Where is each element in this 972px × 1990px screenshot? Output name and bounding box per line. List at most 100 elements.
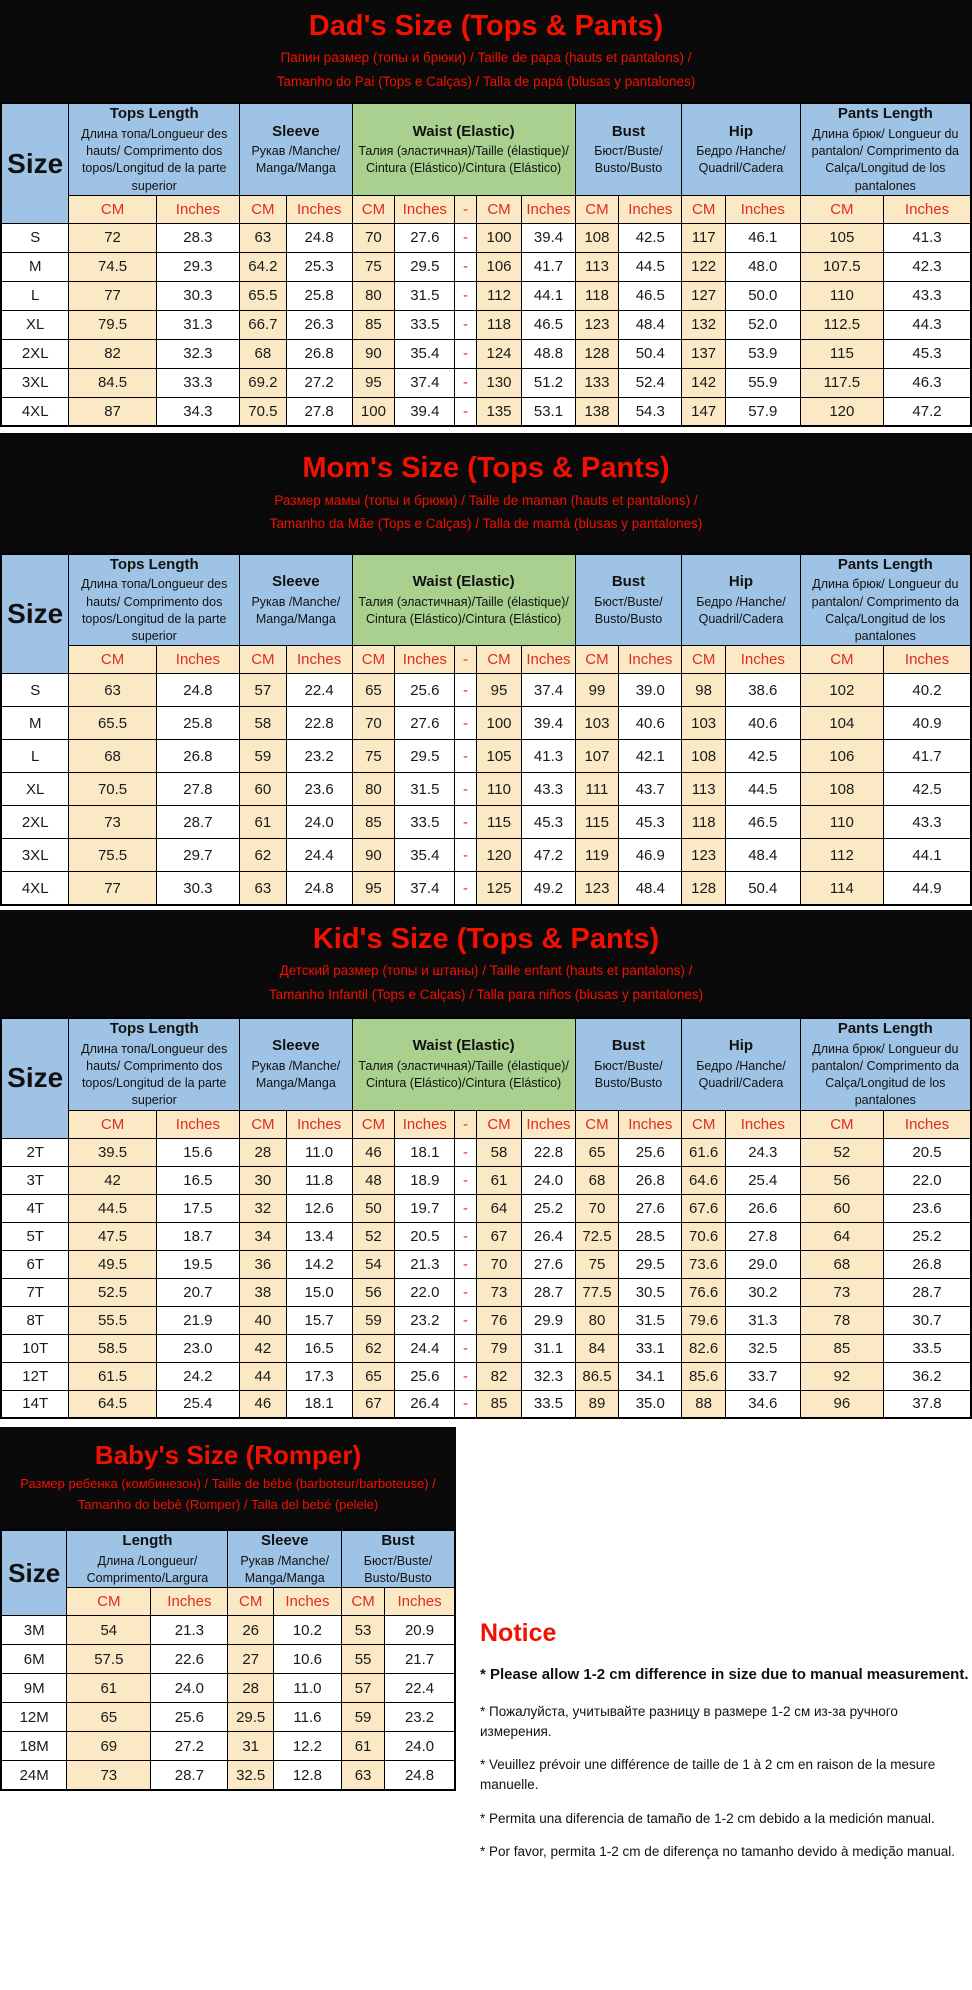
value-cell: 39.0	[618, 673, 683, 708]
value-cell: 61.6	[681, 1137, 726, 1167]
value-cell: 30.2	[724, 1277, 801, 1307]
value-cell: 95	[475, 673, 523, 708]
table-row: 24M 73 28.7 32.5 12.8 63 24.8	[0, 1760, 456, 1791]
value-cell: 69	[66, 1731, 152, 1762]
value-cell: 34.6	[724, 1389, 801, 1419]
value-cell: 41.3	[883, 222, 972, 253]
table-row: 4XL 77 30.3 63 24.8 95 37.4-125 49.2 123 48.4 128 5…	[0, 871, 972, 906]
unit-header-inches: Inches	[155, 645, 241, 675]
unit-header-cm: CM	[351, 645, 396, 675]
value-cell: 54	[66, 1615, 152, 1646]
unit-header-inches: Inches	[155, 194, 241, 224]
value-cell: 31.5	[394, 772, 456, 807]
value-cell: 11.0	[285, 1137, 353, 1167]
value-cell: 75.5	[68, 838, 157, 873]
size-cell: 3XL	[0, 838, 70, 873]
value-cell: 115	[574, 805, 620, 840]
value-cell: 39.4	[394, 396, 456, 427]
value-cell: 45.3	[521, 805, 576, 840]
size-cell: S	[0, 222, 70, 253]
value-cell: 44	[239, 1361, 287, 1391]
value-cell: 28	[227, 1673, 274, 1704]
kid-size-section: Kid's Size (Tops & Pants) Детский размер…	[0, 909, 972, 1420]
value-cell: 28.7	[883, 1277, 972, 1307]
value-cell: 42.5	[883, 772, 972, 807]
column-header-sleeve: Sleeve Рукав /Manche/ Manga/Manga	[239, 553, 353, 647]
table-row: L 68 26.8 59 23.2 75 29.5-105 41.3 107 42.1 108 42.…	[0, 739, 972, 774]
value-cell: 74.5	[68, 251, 157, 282]
value-cell: 68	[239, 338, 287, 369]
value-cell: -	[454, 871, 477, 906]
table-row: S 72 28.3 63 24.8 70 27.6-100 39.4 108 42.5 117 46.…	[0, 222, 972, 253]
table-row: 3M 54 21.3 26 10.2 53 20.9	[0, 1615, 456, 1646]
value-cell: 133	[574, 367, 620, 398]
notice-item: * Veuillez prévoir une différence de tai…	[480, 1757, 936, 1793]
value-cell: 110	[799, 805, 885, 840]
value-cell: 32.3	[155, 338, 241, 369]
unit-header-cm: CM	[475, 1109, 523, 1139]
value-cell: 123	[574, 871, 620, 906]
value-cell: 61.5	[68, 1361, 157, 1391]
value-cell: 123	[681, 838, 726, 873]
value-cell: 61	[340, 1731, 386, 1762]
size-table: Size Tops Length Длина топа/Longueur des h…	[0, 552, 972, 906]
value-cell: 40	[239, 1305, 287, 1335]
table-row: 12T 61.5 24.2 44 17.3 65 25.6-82 32.3 86.5 34.1 85…	[0, 1361, 972, 1391]
size-cell: 3T	[0, 1165, 70, 1195]
mom-section-header: Mom's Size (Tops & Pants) Размер мамы (т…	[0, 433, 972, 553]
value-cell: 29.9	[521, 1305, 576, 1335]
column-header-hip: Hip Бедро /Hanche/ Quadril/Cadera	[681, 1017, 801, 1111]
value-cell: 75	[351, 739, 396, 774]
value-cell: 31	[227, 1731, 274, 1762]
value-cell: 100	[475, 222, 523, 253]
value-cell: 72	[68, 222, 157, 253]
table-row: 18M 69 27.2 31 12.2 61 24.0	[0, 1731, 456, 1762]
value-cell: 26.8	[618, 1165, 683, 1195]
value-cell: 44.1	[521, 280, 576, 311]
size-cell: 4XL	[0, 396, 70, 427]
value-cell: 79.6	[681, 1305, 726, 1335]
column-header-bust: Bust Бюст/Buste/ Busto/Busto	[574, 553, 683, 647]
column-header-bust: Bust Бюст/Buste/ Busto/Busto	[340, 1529, 456, 1589]
value-cell: 142	[681, 367, 726, 398]
unit-header-inches: Inches	[394, 194, 456, 224]
value-cell: 27.2	[285, 367, 353, 398]
value-cell: 70.5	[68, 772, 157, 807]
table-row: 12M 65 25.6 29.5 11.6 59 23.2	[0, 1702, 456, 1733]
table-row: 9M 61 24.0 28 11.0 57 22.4	[0, 1673, 456, 1704]
unit-header-cm: CM	[239, 645, 287, 675]
value-cell: -	[454, 673, 477, 708]
value-cell: 75	[351, 251, 396, 282]
value-cell: 21.9	[155, 1305, 241, 1335]
value-cell: 80	[351, 280, 396, 311]
value-cell: 117	[681, 222, 726, 253]
value-cell: 25.8	[285, 280, 353, 311]
value-cell: 147	[681, 396, 726, 427]
unit-header-inches: Inches	[285, 194, 353, 224]
unit-header-inches: Inches	[272, 1587, 342, 1617]
value-cell: 25.4	[155, 1389, 241, 1419]
value-cell: 24.8	[285, 222, 353, 253]
value-cell: 108	[799, 772, 885, 807]
value-cell: 37.4	[521, 673, 576, 708]
value-cell: 52.4	[618, 367, 683, 398]
value-cell: 21.3	[394, 1249, 456, 1279]
value-cell: 104	[799, 706, 885, 741]
value-cell: 50.4	[724, 871, 801, 906]
value-cell: 70	[475, 1249, 523, 1279]
value-cell: 54	[351, 1249, 396, 1279]
value-cell: 33.5	[394, 805, 456, 840]
value-cell: 70	[351, 706, 396, 741]
value-cell: 26.6	[724, 1193, 801, 1223]
value-cell: 32.5	[724, 1333, 801, 1363]
column-header-tops-length: Tops Length Длина топа/Longueur des hauts…	[68, 102, 241, 196]
unit-header-inches: Inches	[883, 645, 972, 675]
value-cell: -	[454, 739, 477, 774]
value-cell: 58	[475, 1137, 523, 1167]
value-cell: 77	[68, 280, 157, 311]
value-cell: 23.2	[384, 1702, 456, 1733]
column-header-tops-length: Tops Length Длина топа/Longueur des hauts…	[68, 1017, 241, 1111]
bottom-region: Baby's Size (Romper) Размер ребенка (ком…	[0, 1427, 972, 1875]
value-cell: 30.3	[155, 871, 241, 906]
value-cell: 89	[574, 1389, 620, 1419]
